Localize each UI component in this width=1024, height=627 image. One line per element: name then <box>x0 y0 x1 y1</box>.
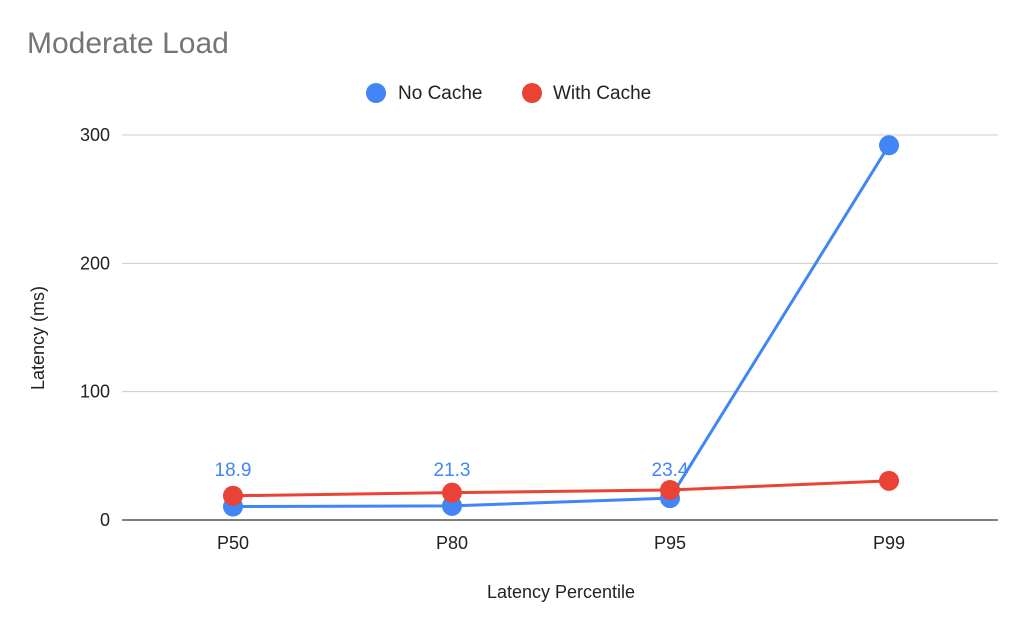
y-tick-label: 100 <box>80 382 110 402</box>
series-no-cache <box>223 135 899 517</box>
data-label: 18.9 <box>215 460 252 481</box>
data-point-with-cache <box>660 479 680 500</box>
chart-title: Moderate Load <box>27 27 229 60</box>
data-point-with-cache <box>442 482 462 503</box>
legend-marker-no-cache <box>366 83 386 103</box>
y-axis-ticks: 0 100 200 300 <box>80 125 110 530</box>
data-label: 21.3 <box>434 460 471 481</box>
data-point-with-cache <box>223 485 243 506</box>
data-point-with-cache <box>879 470 899 491</box>
series-layer <box>223 135 899 517</box>
x-tick-label: P95 <box>654 533 686 553</box>
series-line-with-cache <box>232 479 890 498</box>
legend: No Cache With Cache <box>366 83 651 104</box>
x-axis-ticks: P50 P80 P95 P99 <box>217 533 905 553</box>
gridlines <box>122 134 998 393</box>
x-tick-label: P99 <box>873 533 905 553</box>
legend-marker-with-cache <box>522 83 542 103</box>
series-line-no-cache <box>232 144 891 509</box>
data-point-no-cache <box>879 135 899 156</box>
x-axis-title: Latency Percentile <box>487 582 635 602</box>
x-tick-label: P50 <box>217 533 249 553</box>
legend-label-with-cache: With Cache <box>553 83 651 104</box>
y-tick-label: 0 <box>100 510 110 530</box>
data-label: 23.4 <box>652 460 689 481</box>
y-tick-label: 300 <box>80 125 110 145</box>
legend-label-no-cache: No Cache <box>398 83 483 104</box>
x-tick-label: P80 <box>436 533 468 553</box>
y-axis-title: Latency (ms) <box>28 286 48 390</box>
data-labels: 18.9 21.3 23.4 <box>215 460 689 481</box>
series-with-cache <box>223 470 899 506</box>
y-tick-label: 200 <box>80 253 110 273</box>
